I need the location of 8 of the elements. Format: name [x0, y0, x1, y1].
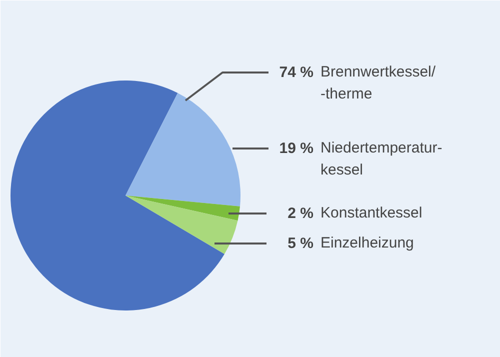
- data-label: 5 %: [288, 235, 314, 252]
- slice-label: Niedertemperatur- kessel: [320, 140, 442, 179]
- slice-label: Brennwertkessel/ -therme: [320, 64, 436, 103]
- data-label: 2 %: [288, 205, 314, 222]
- slice-label: Konstantkessel: [320, 204, 422, 222]
- slice-label: Einzelheizung: [320, 234, 414, 252]
- data-label: 74 %: [279, 64, 314, 81]
- data-label: 19 %: [279, 140, 314, 157]
